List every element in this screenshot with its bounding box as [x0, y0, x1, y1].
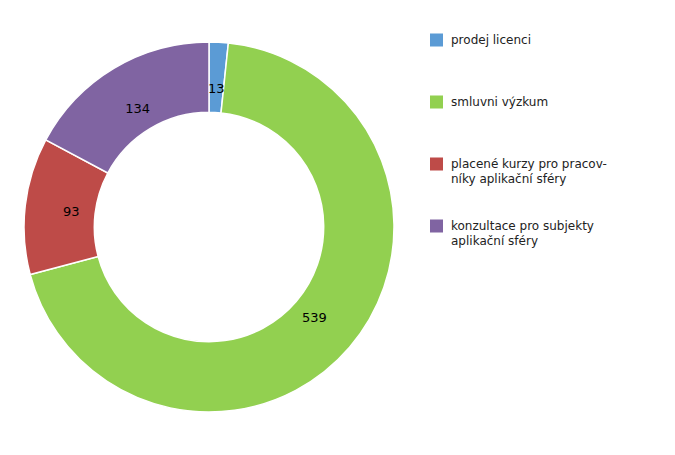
- legend-label: konzultace pro subjektyaplikační sféry: [451, 219, 594, 248]
- legend-swatch: [430, 34, 443, 47]
- legend-label: prodej licenci: [451, 33, 531, 47]
- legend-label-line: prodej licenci: [451, 33, 531, 47]
- legend-label: smluvni výzkum: [451, 95, 548, 109]
- legend-label-line: placené kurzy pro pracov-: [451, 157, 607, 171]
- legend-swatch: [430, 96, 443, 109]
- legend: prodej licenci smluvni výzkum placené kurz…: [430, 33, 607, 248]
- legend-label-line: konzultace pro subjekty: [451, 219, 594, 233]
- data-label: 13: [208, 81, 225, 96]
- legend-swatch: [430, 158, 443, 171]
- data-labels: 13 539 93 134: [63, 81, 327, 325]
- slice: [46, 42, 209, 173]
- legend-label-line: níky aplikační sféry: [451, 172, 566, 186]
- data-label: 134: [125, 101, 150, 116]
- slices: [24, 42, 394, 412]
- legend-label-line: smluvni výzkum: [451, 95, 548, 109]
- legend-swatch: [430, 220, 443, 233]
- chart: 13 539 93 134 prodej licenci smluvni výzkum pl…: [0, 0, 675, 455]
- data-label: 93: [63, 204, 80, 219]
- legend-label-line: aplikační sféry: [451, 234, 538, 248]
- legend-label: placené kurzy pro pracov-níky aplikační …: [451, 157, 607, 186]
- data-label: 539: [302, 310, 327, 325]
- chart-container: 13 539 93 134 prodej licenci smluvni výzkum pl…: [0, 0, 675, 455]
